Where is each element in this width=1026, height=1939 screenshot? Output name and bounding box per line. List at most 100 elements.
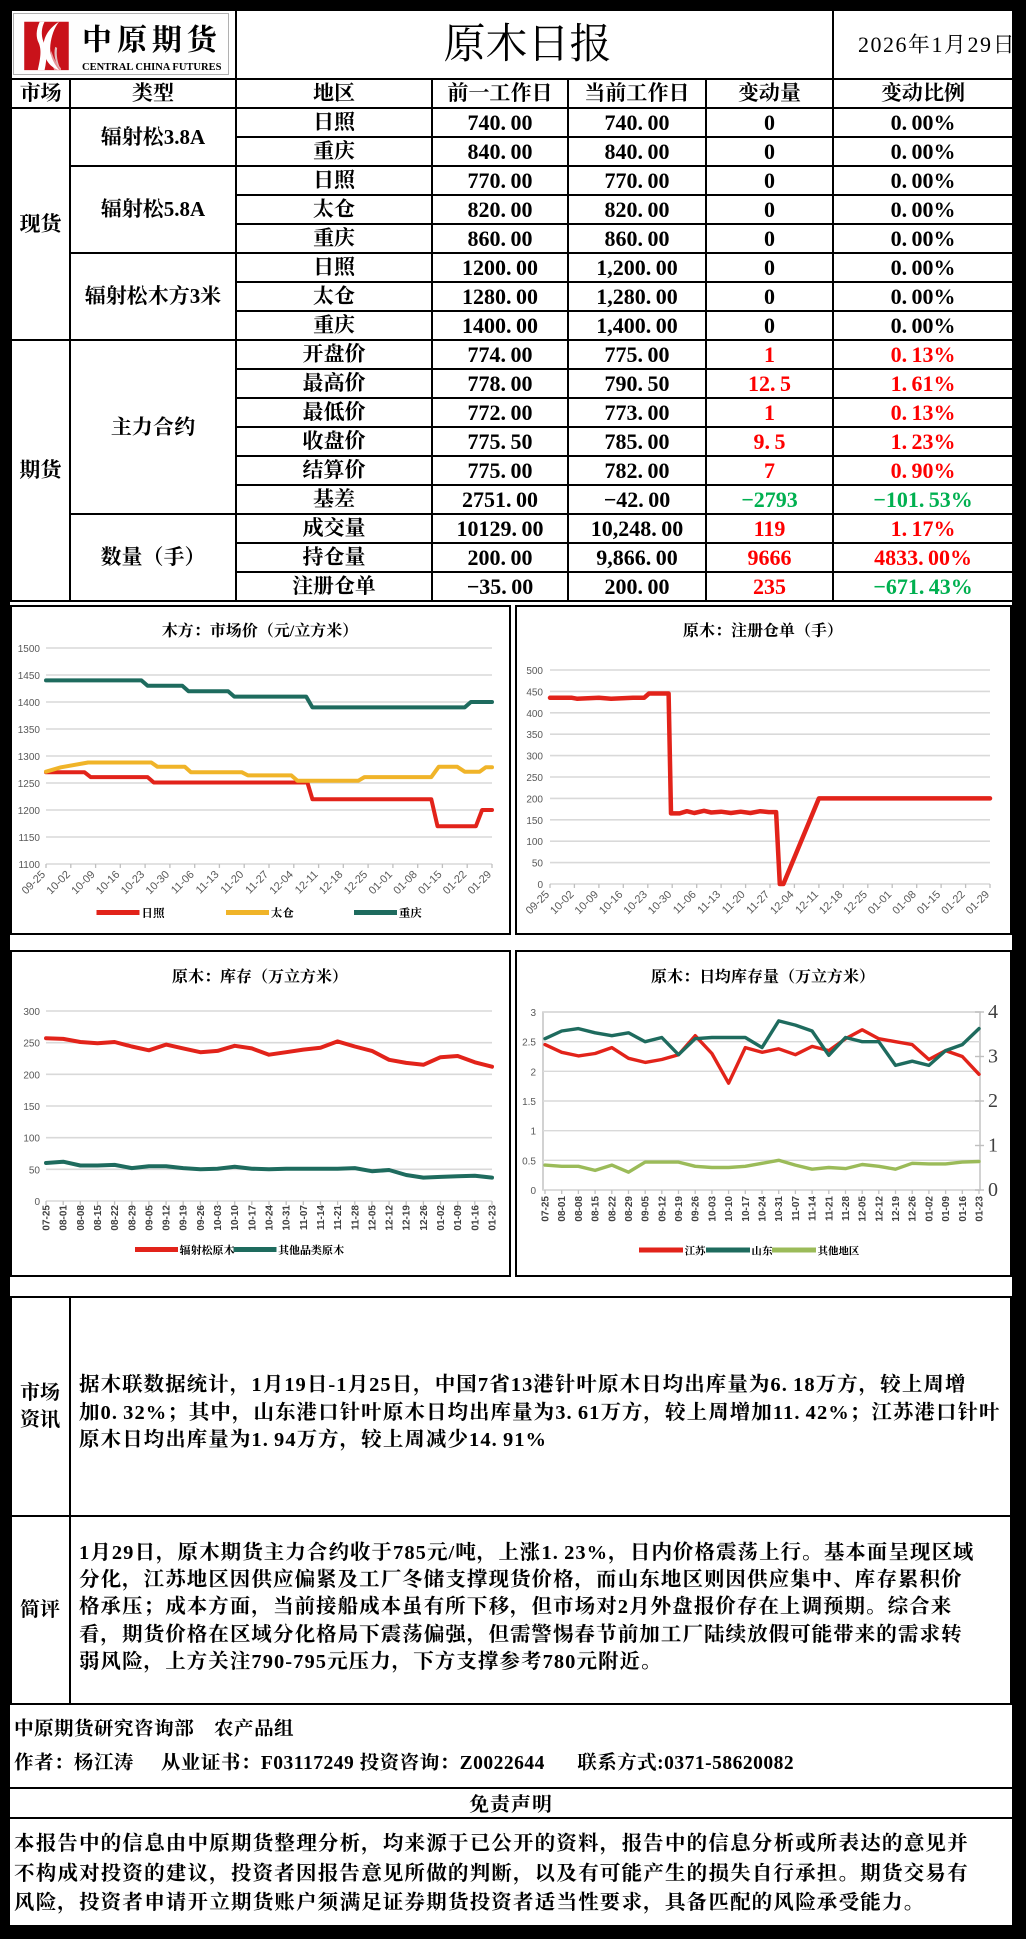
- svg-text:01-01: 01-01: [367, 869, 395, 897]
- svg-text:10-09: 10-09: [573, 889, 601, 917]
- svg-text:11-06: 11-06: [169, 869, 197, 897]
- svg-text:12-26: 12-26: [908, 1196, 919, 1222]
- svg-text:10-24: 10-24: [265, 1205, 276, 1231]
- svg-text:1400: 1400: [18, 698, 41, 709]
- svg-text:12-04: 12-04: [268, 869, 296, 897]
- svg-text:10-09: 10-09: [69, 869, 97, 897]
- svg-text:08-08: 08-08: [574, 1196, 585, 1222]
- svg-text:11-06: 11-06: [671, 889, 699, 917]
- svg-text:08-01: 08-01: [557, 1196, 568, 1222]
- svg-text:08-01: 08-01: [59, 1205, 70, 1231]
- svg-text:09-12: 09-12: [657, 1196, 668, 1222]
- svg-text:01-29: 01-29: [466, 869, 494, 897]
- svg-text:10-10: 10-10: [230, 1205, 241, 1231]
- svg-text:10-03: 10-03: [213, 1205, 224, 1231]
- svg-text:01-29: 01-29: [964, 889, 992, 917]
- svg-text:0: 0: [988, 1179, 998, 1201]
- svg-text:200: 200: [23, 1070, 40, 1081]
- svg-text:11-28: 11-28: [350, 1205, 361, 1230]
- svg-text:08-22: 08-22: [607, 1196, 618, 1222]
- svg-text:1150: 1150: [18, 833, 40, 844]
- svg-text:1450: 1450: [18, 671, 41, 682]
- svg-text:10-16: 10-16: [597, 889, 625, 917]
- svg-text:11-07: 11-07: [791, 1196, 802, 1221]
- svg-text:11-07: 11-07: [299, 1205, 310, 1230]
- svg-text:江苏: 江苏: [685, 1245, 706, 1258]
- svg-text:11-21: 11-21: [333, 1205, 344, 1230]
- svg-text:08-08: 08-08: [76, 1205, 87, 1231]
- svg-text:01-08: 01-08: [391, 869, 419, 897]
- svg-text:300: 300: [526, 752, 543, 763]
- svg-text:2: 2: [530, 1067, 536, 1078]
- svg-text:12-11: 12-11: [793, 889, 821, 917]
- svg-text:01-16: 01-16: [470, 1205, 481, 1231]
- svg-text:11-20: 11-20: [219, 869, 247, 897]
- svg-text:01-02: 01-02: [924, 1196, 935, 1222]
- svg-text:01-22: 01-22: [939, 889, 967, 917]
- svg-text:12-05: 12-05: [367, 1205, 378, 1231]
- svg-text:10-23: 10-23: [119, 869, 147, 897]
- svg-text:11-28: 11-28: [841, 1196, 852, 1221]
- svg-text:其他品类原木: 其他品类原木: [278, 1244, 344, 1257]
- svg-text:1500: 1500: [18, 644, 41, 655]
- svg-text:01-23: 01-23: [488, 1205, 499, 1231]
- svg-text:2.5: 2.5: [522, 1038, 536, 1049]
- svg-text:原木：注册仓单（手）: 原木：注册仓单（手）: [683, 622, 843, 640]
- svg-text:0: 0: [537, 880, 543, 891]
- svg-text:150: 150: [23, 1102, 40, 1113]
- svg-text:50: 50: [29, 1165, 41, 1176]
- svg-text:辐射松原木: 辐射松原木: [179, 1244, 235, 1257]
- svg-text:12-26: 12-26: [419, 1205, 430, 1231]
- svg-text:11-27: 11-27: [744, 889, 772, 917]
- svg-text:11-27: 11-27: [243, 869, 271, 897]
- svg-text:11-13: 11-13: [194, 869, 222, 897]
- svg-text:10-17: 10-17: [247, 1205, 258, 1231]
- svg-text:10-31: 10-31: [282, 1205, 293, 1231]
- svg-text:100: 100: [23, 1134, 40, 1145]
- svg-text:12-19: 12-19: [891, 1196, 902, 1222]
- svg-text:07-25: 07-25: [42, 1205, 53, 1231]
- svg-text:09-25: 09-25: [20, 869, 48, 897]
- svg-text:10-02: 10-02: [548, 889, 576, 917]
- svg-text:08-29: 08-29: [127, 1205, 138, 1231]
- svg-text:1100: 1100: [18, 860, 40, 871]
- svg-text:09-25: 09-25: [524, 889, 552, 917]
- svg-text:09-19: 09-19: [179, 1205, 190, 1231]
- svg-text:08-15: 08-15: [591, 1196, 602, 1222]
- svg-text:01-09: 01-09: [453, 1205, 464, 1231]
- svg-text:10-17: 10-17: [741, 1196, 752, 1222]
- svg-text:450: 450: [526, 687, 543, 698]
- svg-text:11-20: 11-20: [720, 889, 748, 917]
- svg-text:200: 200: [526, 794, 543, 805]
- svg-text:09-12: 09-12: [162, 1205, 173, 1231]
- svg-text:1350: 1350: [18, 725, 41, 736]
- svg-text:500: 500: [526, 666, 543, 677]
- svg-text:10-30: 10-30: [646, 889, 674, 917]
- svg-text:01-23: 01-23: [975, 1196, 986, 1222]
- svg-text:1: 1: [530, 1127, 536, 1138]
- svg-text:07-25: 07-25: [541, 1196, 552, 1222]
- svg-text:10-10: 10-10: [724, 1196, 735, 1222]
- svg-text:09-19: 09-19: [674, 1196, 685, 1222]
- svg-text:10-16: 10-16: [94, 869, 122, 897]
- svg-text:0: 0: [530, 1186, 536, 1197]
- svg-text:01-02: 01-02: [436, 1205, 447, 1231]
- svg-text:原木：日均库存量（万立方米）: 原木：日均库存量（万立方米）: [651, 967, 875, 986]
- svg-text:11-14: 11-14: [316, 1205, 327, 1230]
- svg-text:150: 150: [526, 816, 543, 827]
- svg-text:1300: 1300: [18, 752, 41, 763]
- svg-text:1250: 1250: [18, 779, 41, 790]
- svg-text:12-25: 12-25: [342, 869, 370, 897]
- svg-text:100: 100: [526, 837, 543, 848]
- svg-text:3: 3: [988, 1046, 998, 1068]
- svg-text:10-23: 10-23: [622, 889, 650, 917]
- svg-text:日照: 日照: [142, 907, 165, 920]
- svg-text:0.5: 0.5: [522, 1156, 536, 1167]
- svg-text:08-29: 08-29: [624, 1196, 635, 1222]
- svg-text:01-16: 01-16: [958, 1196, 969, 1222]
- svg-text:10-24: 10-24: [758, 1196, 769, 1222]
- svg-text:01-15: 01-15: [416, 869, 444, 897]
- svg-text:12-12: 12-12: [385, 1205, 396, 1231]
- svg-text:250: 250: [526, 773, 543, 784]
- svg-text:12-18: 12-18: [317, 869, 345, 897]
